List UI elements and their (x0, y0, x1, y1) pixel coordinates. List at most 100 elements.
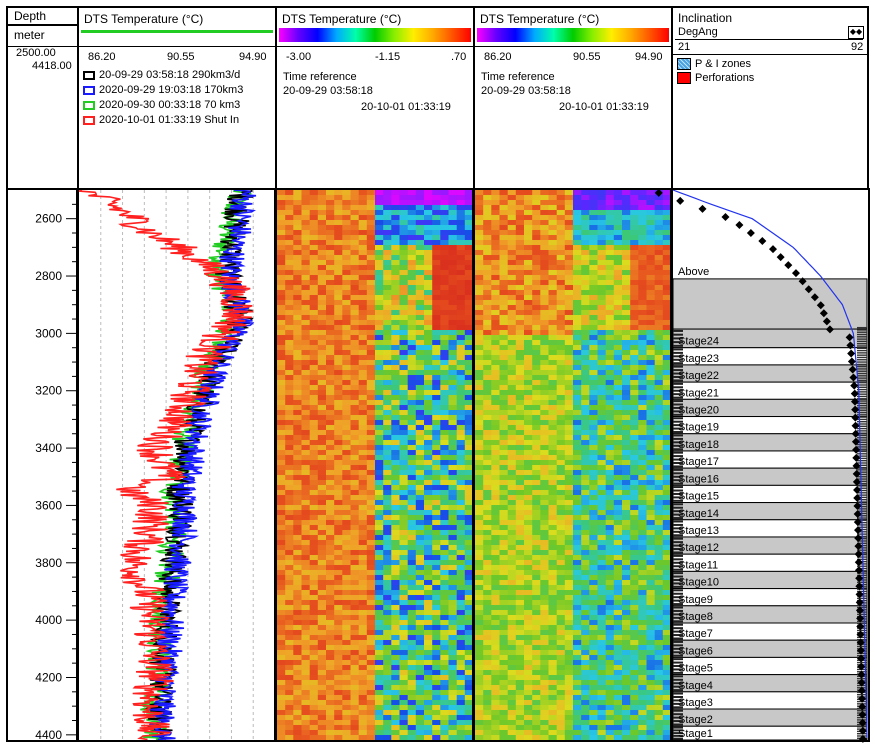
track2-heat-cell (309, 510, 319, 516)
track2-heat-cell (293, 390, 303, 396)
track2-heat-cell (432, 725, 441, 731)
track3-heat-cell (515, 285, 525, 291)
track2-heat-cell (285, 680, 294, 686)
track3-heat-cell (540, 540, 550, 546)
track2-heat-cell (456, 325, 466, 331)
track2-heat-cell (375, 680, 384, 686)
track3-heat-cell (532, 590, 541, 596)
track2-heat-cell (415, 430, 425, 436)
track3-heat-cell (532, 350, 541, 356)
track2-heat-cell (285, 360, 294, 366)
track2-scale-max: .70 (451, 51, 467, 63)
track3-heat-cell (540, 415, 550, 421)
track2-heat-cell (383, 295, 392, 301)
track2-heat-cell (293, 715, 303, 721)
track3-heat-cell (483, 215, 492, 221)
track3-heat-cell (573, 315, 582, 321)
track2-heat-cell (342, 555, 352, 561)
track2-heat-cell (375, 620, 384, 626)
track3-heat-cell (646, 320, 656, 326)
track2-heat-cell (350, 645, 360, 651)
track3-heat-cell (646, 335, 656, 341)
track3-heat-cell (646, 415, 656, 421)
track3-heat-cell (589, 590, 599, 596)
track3-heat-cell (589, 465, 599, 471)
track2-heat-cell (456, 345, 466, 351)
track3-heat-cell (662, 530, 672, 536)
track2-heat-cell (317, 230, 327, 236)
track3-heat-cell (548, 285, 558, 291)
track2-heat-cell (432, 295, 441, 301)
track2-heat-cell (334, 410, 343, 416)
track2-heat-cell (301, 665, 311, 671)
track2-heat-cell (464, 710, 474, 716)
track2-heat-cell (277, 220, 286, 226)
track3-heat-cell (622, 520, 631, 526)
track3-heat-cell (573, 600, 582, 606)
track3-heat-cell (540, 600, 550, 606)
track2-heat-cell (424, 280, 433, 286)
track2-heat-cell (301, 725, 311, 731)
track2-heat-cell (301, 700, 311, 706)
track2-scale-min: -3.00 (286, 51, 312, 63)
track2-heat-cell (407, 240, 417, 246)
track2-heat-cell (277, 465, 286, 471)
track3-heat-cell (499, 340, 509, 346)
track2-heat-cell (342, 410, 352, 416)
track2-heat-cell (440, 725, 450, 731)
track2-heat-cell (285, 620, 294, 626)
track2-heat-cell (334, 725, 343, 731)
track2-heat-cell (448, 415, 458, 421)
track3-heat-cell (622, 275, 631, 281)
track2-heat-cell (366, 410, 376, 416)
track2-heat-cell (334, 660, 343, 666)
track3-heat-cell (662, 475, 672, 481)
track3-heat-cell (589, 265, 599, 271)
track2-heat-cell (383, 200, 392, 206)
track3-heat-cell (589, 455, 599, 461)
track2-heat-cell (383, 315, 392, 321)
track2-heat-cell (464, 285, 474, 291)
track2-heat-cell (358, 390, 368, 396)
track2-heat-cell (301, 250, 311, 256)
track2-heat-cell (383, 595, 392, 601)
track3-heat-cell (581, 280, 590, 286)
track2-heat-cell (277, 480, 286, 486)
track2-heat-cell (399, 230, 409, 236)
track2-heat-cell (432, 200, 441, 206)
track3-heat-cell (638, 230, 648, 236)
track2-heat-cell (350, 480, 360, 486)
track3-heat-cell (564, 270, 574, 276)
track3-heat-cell (540, 400, 550, 406)
track3-heat-cell (564, 600, 574, 606)
track2-heat-cell (448, 580, 458, 586)
track3-heat-cell (540, 340, 550, 346)
track2-header: DTS Temperature (°C) -3.00 -1.15 .70 Tim… (275, 6, 475, 190)
track2-heat-cell (317, 590, 327, 596)
track3-heat-cell (564, 500, 574, 506)
track3-heat-cell (662, 315, 672, 321)
track2-heat-cell (285, 525, 294, 531)
track3-heat-cell (491, 640, 501, 646)
track3-heat-cell (524, 465, 533, 471)
track2-heat-cell (383, 550, 392, 556)
track2-heat-cell (317, 540, 327, 546)
track2-heat-cell (293, 725, 303, 731)
track2-heat-cell (456, 230, 466, 236)
track2-heat-cell (301, 475, 311, 481)
track2-heat-cell (317, 485, 327, 491)
track3-heat-cell (475, 270, 484, 276)
track3-heat-cell (548, 195, 558, 201)
track2-heat-cell (424, 265, 433, 271)
track3-heat-cell (564, 325, 574, 331)
track2-heat-cell (464, 245, 474, 251)
track2-heat-cell (309, 575, 319, 581)
track3-heat-cell (475, 335, 484, 341)
track2-heat-cell (415, 360, 425, 366)
track2-heat-cell (285, 625, 294, 631)
track2-heat-cell (293, 470, 303, 476)
track2-heat-cell (350, 350, 360, 356)
track3-heat-cell (622, 320, 631, 326)
track3-heat-cell (507, 230, 517, 236)
track3-heat-cell (581, 535, 590, 541)
